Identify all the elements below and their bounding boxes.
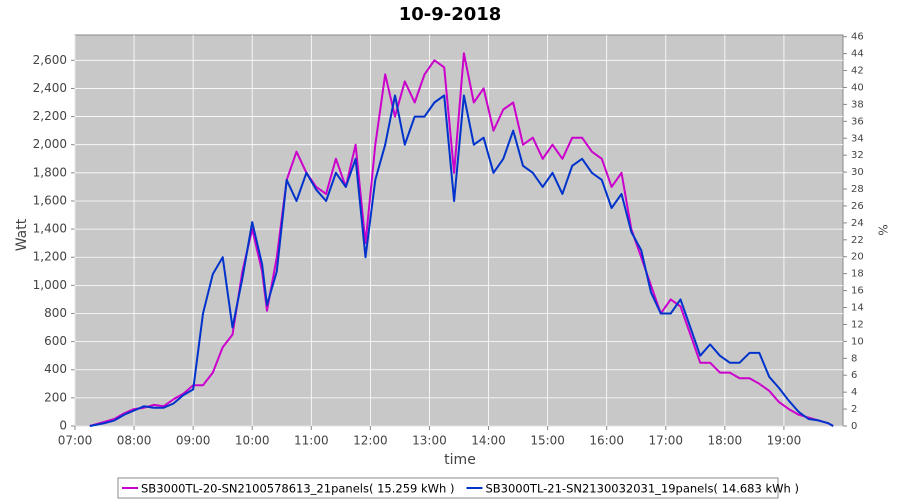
x-tick-label: 17:00 bbox=[648, 434, 683, 448]
y-tick-label: 1,600 bbox=[33, 193, 67, 207]
y2-tick-label: 28 bbox=[851, 184, 864, 195]
y2-tick-label: 10 bbox=[851, 336, 864, 347]
y-tick-label: 1,800 bbox=[33, 165, 67, 179]
y-tick-label: 2,400 bbox=[33, 81, 67, 95]
y2-tick-label: 26 bbox=[851, 201, 864, 212]
y-tick-label: 600 bbox=[44, 334, 67, 348]
legend bbox=[117, 477, 779, 499]
y2-tick-label: 18 bbox=[851, 269, 864, 280]
x-axis-label: time bbox=[444, 452, 476, 468]
y-tick-label: 0 bbox=[59, 419, 67, 433]
x-tick-label: 18:00 bbox=[708, 434, 743, 448]
y-tick-label: 400 bbox=[44, 362, 67, 376]
y2-tick-label: 8 bbox=[851, 353, 857, 364]
y2-tick-label: 34 bbox=[851, 133, 864, 144]
y2-tick-label: 22 bbox=[851, 235, 864, 246]
y2-tick-label: 46 bbox=[851, 32, 864, 43]
y-tick-label: 2,600 bbox=[33, 53, 67, 67]
legend-label: SB3000TL-21-SN2130032031_19panels( 14.68… bbox=[485, 482, 798, 496]
y-tick-label: 800 bbox=[44, 306, 67, 320]
y2-tick-label: 20 bbox=[851, 252, 864, 263]
x-tick-label: 14:00 bbox=[471, 434, 506, 448]
y2-tick-label: 0 bbox=[851, 421, 857, 432]
y2-tick-label: 38 bbox=[851, 99, 864, 110]
x-tick-label: 12:00 bbox=[353, 434, 388, 448]
y2-tick-label: 12 bbox=[851, 319, 864, 330]
y2-tick-label: 4 bbox=[851, 387, 857, 398]
y2-axis-label: % bbox=[876, 224, 890, 235]
x-tick-label: 08:00 bbox=[117, 434, 152, 448]
y-tick-label: 1,200 bbox=[33, 250, 67, 264]
x-tick-label: 10:00 bbox=[235, 434, 270, 448]
x-tick-label: 13:00 bbox=[412, 434, 447, 448]
y-tick-label: 2,200 bbox=[33, 109, 67, 123]
x-tick-label: 07:00 bbox=[58, 434, 93, 448]
plot-area bbox=[74, 34, 844, 427]
y2-tick-label: 16 bbox=[851, 286, 864, 297]
y2-tick-label: 14 bbox=[851, 303, 864, 314]
x-tick-label: 11:00 bbox=[294, 434, 329, 448]
x-tick-label: 19:00 bbox=[767, 434, 802, 448]
y2-tick-label: 40 bbox=[851, 82, 864, 93]
x-tick-label: 15:00 bbox=[530, 434, 565, 448]
y-tick-label: 2,000 bbox=[33, 137, 67, 151]
x-tick-label: 16:00 bbox=[589, 434, 624, 448]
series-line bbox=[89, 52, 834, 427]
legend-label: SB3000TL-20-SN2100578613_21panels( 15.25… bbox=[141, 482, 454, 496]
y2-tick-label: 24 bbox=[851, 218, 864, 229]
y2-tick-label: 42 bbox=[851, 66, 864, 77]
chart-title: 10-9-2018 bbox=[399, 4, 502, 25]
y2-tick-label: 32 bbox=[851, 150, 864, 161]
y-tick-label: 200 bbox=[44, 390, 67, 404]
series-line bbox=[89, 94, 834, 427]
y2-tick-label: 30 bbox=[851, 167, 864, 178]
y2-tick-label: 6 bbox=[851, 370, 857, 381]
y2-tick-label: 2 bbox=[851, 404, 857, 415]
y2-tick-label: 36 bbox=[851, 116, 864, 127]
y-tick-label: 1,400 bbox=[33, 222, 67, 236]
y-axis-label: Watt bbox=[14, 218, 30, 251]
y2-tick-label: 44 bbox=[851, 49, 864, 60]
y-tick-label: 1,000 bbox=[33, 278, 67, 292]
x-tick-label: 09:00 bbox=[176, 434, 211, 448]
